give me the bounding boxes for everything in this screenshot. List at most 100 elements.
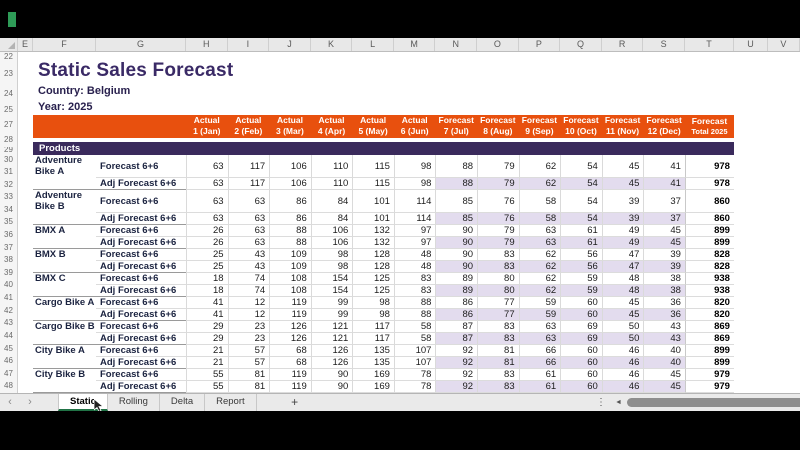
year-label[interactable]: Year: 2025	[38, 101, 93, 114]
series-label-cell[interactable]: Adj Forecast 6+6	[96, 237, 186, 249]
value-cell[interactable]: 59	[560, 285, 602, 297]
value-cell[interactable]: 98	[393, 155, 436, 178]
value-cell[interactable]: 60	[560, 369, 602, 381]
value-cell[interactable]: 62	[518, 261, 561, 273]
series-label-cell[interactable]: Forecast 6+6	[96, 321, 186, 333]
value-cell[interactable]: 117	[227, 178, 270, 190]
value-cell[interactable]: 47	[601, 261, 644, 273]
value-cell[interactable]: 46	[601, 345, 644, 357]
value-cell[interactable]: 77	[477, 309, 519, 321]
month-header-cell-1[interactable]: Actual 1 (Jan)	[186, 115, 228, 137]
product-name-cell[interactable]: City Bike B	[35, 369, 86, 380]
value-cell[interactable]: 41	[186, 309, 228, 321]
total-cell[interactable]: 869	[684, 333, 734, 345]
value-cell[interactable]: 88	[435, 155, 478, 178]
value-cell[interactable]: 54	[560, 155, 602, 178]
value-cell[interactable]: 21	[186, 345, 228, 357]
value-cell[interactable]: 12	[227, 297, 270, 309]
value-cell[interactable]: 135	[352, 357, 394, 369]
value-cell[interactable]: 39	[643, 261, 685, 273]
product-name-cell[interactable]	[33, 178, 96, 190]
series-label-cell[interactable]: Adj Forecast 6+6	[96, 381, 186, 393]
month-header-cell-12[interactable]: Forecast 12 (Dec)	[643, 115, 685, 137]
value-cell[interactable]: 12	[227, 309, 270, 321]
month-header-cell-8[interactable]: Forecast 8 (Aug)	[477, 115, 519, 137]
column-header-e[interactable]: E	[18, 38, 33, 51]
value-cell[interactable]: 98	[310, 249, 353, 261]
series-label-cell[interactable]: Adj Forecast 6+6	[96, 357, 186, 369]
value-cell[interactable]: 45	[643, 369, 685, 381]
series-label-cell[interactable]: Forecast 6+6	[96, 225, 186, 237]
value-cell[interactable]: 45	[643, 237, 685, 249]
row-number-43[interactable]: 43	[4, 318, 13, 328]
row-number-35[interactable]: 35	[4, 217, 13, 227]
series-label-cell[interactable]: Forecast 6+6	[96, 249, 186, 261]
value-cell[interactable]: 25	[186, 261, 228, 273]
value-cell[interactable]: 76	[477, 213, 519, 225]
value-cell[interactable]: 62	[518, 155, 561, 178]
value-cell[interactable]: 74	[227, 273, 270, 285]
product-name-cell[interactable]: BMX B	[35, 249, 66, 260]
value-cell[interactable]: 83	[477, 261, 519, 273]
value-cell[interactable]: 98	[352, 297, 394, 309]
total-cell[interactable]: 978	[684, 178, 734, 190]
value-cell[interactable]: 90	[435, 249, 478, 261]
value-cell[interactable]: 90	[435, 237, 478, 249]
series-label-cell[interactable]: Adj Forecast 6+6	[96, 285, 186, 297]
scroll-left-button[interactable]: ◄	[615, 398, 622, 406]
product-name-cell[interactable]	[33, 261, 96, 273]
value-cell[interactable]: 119	[269, 381, 311, 393]
value-cell[interactable]: 48	[393, 261, 436, 273]
value-cell[interactable]: 126	[310, 357, 353, 369]
value-cell[interactable]: 39	[643, 249, 685, 261]
month-header-cell-4[interactable]: Actual 4 (Apr)	[311, 115, 353, 137]
value-cell[interactable]: 119	[269, 309, 311, 321]
value-cell[interactable]: 135	[352, 345, 394, 357]
value-cell[interactable]: 83	[393, 273, 436, 285]
value-cell[interactable]: 61	[560, 225, 602, 237]
row-number-32[interactable]: 32	[4, 179, 13, 189]
value-cell[interactable]: 49	[601, 237, 644, 249]
value-cell[interactable]: 66	[518, 345, 561, 357]
value-cell[interactable]: 29	[186, 333, 228, 345]
row-number-38[interactable]: 38	[4, 255, 13, 265]
value-cell[interactable]: 117	[352, 333, 394, 345]
value-cell[interactable]: 87	[435, 333, 478, 345]
value-cell[interactable]: 106	[269, 178, 311, 190]
value-cell[interactable]: 132	[352, 237, 394, 249]
value-cell[interactable]: 83	[477, 249, 519, 261]
value-cell[interactable]: 86	[269, 213, 311, 225]
row-22-blank[interactable]	[18, 52, 800, 59]
value-cell[interactable]: 58	[518, 190, 561, 213]
total-cell[interactable]: 860	[684, 213, 734, 225]
value-cell[interactable]: 46	[601, 381, 644, 393]
month-header-cell-6[interactable]: Actual 6 (Jun)	[394, 115, 436, 137]
product-name-cell[interactable]	[33, 381, 96, 393]
value-cell[interactable]: 84	[310, 190, 353, 213]
value-cell[interactable]: 38	[643, 285, 685, 297]
value-cell[interactable]: 88	[269, 225, 311, 237]
sheet-tab-rolling[interactable]: Rolling	[108, 394, 160, 411]
value-cell[interactable]: 45	[601, 309, 644, 321]
value-cell[interactable]: 46	[601, 369, 644, 381]
value-cell[interactable]: 99	[310, 297, 353, 309]
value-cell[interactable]: 40	[643, 357, 685, 369]
value-cell[interactable]: 83	[477, 321, 519, 333]
month-header-cell-3[interactable]: Actual 3 (Mar)	[269, 115, 311, 137]
value-cell[interactable]: 106	[310, 225, 353, 237]
value-cell[interactable]: 63	[518, 321, 561, 333]
row-number-30[interactable]: 30	[4, 155, 13, 164]
value-cell[interactable]: 97	[393, 225, 436, 237]
value-cell[interactable]: 50	[601, 321, 644, 333]
value-cell[interactable]: 37	[643, 190, 685, 213]
product-name-cell[interactable]: Cargo Bike A	[35, 297, 95, 308]
column-header-l[interactable]: L	[352, 38, 394, 51]
value-cell[interactable]: 47	[601, 249, 644, 261]
select-all-corner[interactable]	[0, 38, 18, 51]
column-header-r[interactable]: R	[602, 38, 644, 51]
value-cell[interactable]: 90	[310, 381, 353, 393]
value-cell[interactable]: 86	[269, 190, 311, 213]
value-cell[interactable]: 54	[560, 213, 602, 225]
total-cell[interactable]: 820	[684, 309, 734, 321]
value-cell[interactable]: 45	[601, 297, 644, 309]
